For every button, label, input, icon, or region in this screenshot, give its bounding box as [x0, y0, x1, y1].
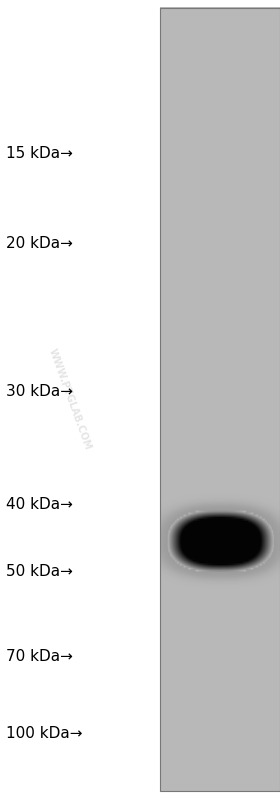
Bar — [160, 8, 280, 791]
Text: 70 kDa→: 70 kDa→ — [6, 650, 73, 664]
Text: 100 kDa→: 100 kDa→ — [6, 726, 82, 741]
Text: 30 kDa→: 30 kDa→ — [6, 384, 73, 399]
Text: 20 kDa→: 20 kDa→ — [6, 237, 73, 251]
Text: 50 kDa→: 50 kDa→ — [6, 564, 73, 578]
Text: 40 kDa→: 40 kDa→ — [6, 498, 73, 512]
Text: WWW.PTGLAB.COM: WWW.PTGLAB.COM — [47, 348, 93, 451]
Text: 15 kDa→: 15 kDa→ — [6, 146, 73, 161]
